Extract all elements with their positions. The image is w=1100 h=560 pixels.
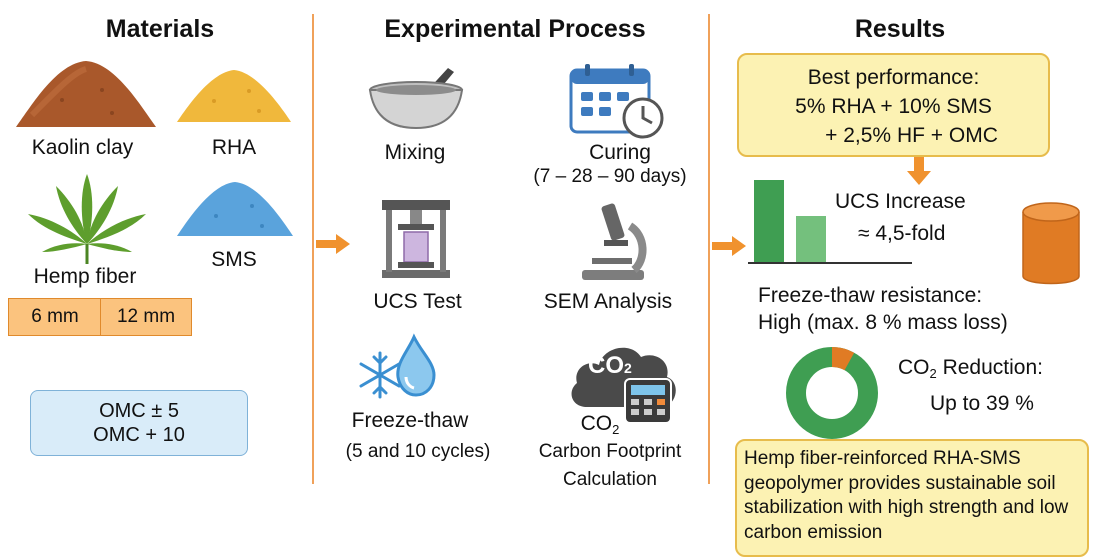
co2-reduction-value: Up to 39 % xyxy=(930,392,1034,415)
calendar-clock-icon xyxy=(569,64,664,139)
freeze-thaw-resistance-line1: Freeze-thaw resistance: xyxy=(758,284,983,307)
co2-cloud-text: CO2 xyxy=(588,352,632,380)
fiber-length-12mm: 12 mm xyxy=(100,298,192,336)
freeze-thaw-resistance-line2: High (max. 8 % mass loss) xyxy=(758,311,1008,334)
best-line-1: Best performance: xyxy=(807,66,980,89)
co2-label-main: CO xyxy=(580,412,613,435)
results-title: Results xyxy=(854,15,946,43)
mortar-bowl-icon xyxy=(368,68,464,130)
compression-press-icon xyxy=(382,200,450,278)
freeze-cycles-label: (5 and 10 cycles) xyxy=(345,441,491,462)
co2-cloud-main: CO xyxy=(588,352,624,379)
donut-reduced-slice xyxy=(831,347,855,371)
best-line-2: 5% RHA + 10% SMS xyxy=(795,95,992,118)
ucs-increase-value: ≈ 4,5-fold xyxy=(858,222,946,245)
sms-label: SMS xyxy=(211,248,257,271)
fiber-length-6mm: 6 mm xyxy=(8,298,102,336)
materials-title: Materials xyxy=(105,15,215,43)
rha-pile-icon xyxy=(177,70,291,122)
process-title: Experimental Process xyxy=(384,15,646,43)
co2-reduction-sub: 2 xyxy=(929,366,937,381)
ucs-bar-chart xyxy=(748,180,912,264)
co2-label-sub: 2 xyxy=(612,422,620,437)
microscope-icon xyxy=(582,203,647,280)
co2-reduction-label: CO2 Reduction: xyxy=(898,356,1043,381)
kaolin-label: Kaolin clay xyxy=(31,136,134,159)
rha-label: RHA xyxy=(211,136,257,159)
freeze-thaw-label: Freeze-thaw xyxy=(351,409,469,432)
ucs-test-label: UCS Test xyxy=(373,290,462,313)
ucs-bar-tall xyxy=(754,180,784,262)
ucs-increase-label: UCS Increase xyxy=(835,190,966,213)
co2-cloud-icon xyxy=(571,347,676,424)
arrow-down-icon xyxy=(907,157,931,185)
omc-line-2: OMC + 10 xyxy=(93,424,185,446)
snowflake-drop-icon xyxy=(359,333,436,399)
curing-days-label: (7 – 28 – 90 days) xyxy=(533,166,687,187)
co2-reduction-prefix: CO xyxy=(898,356,930,379)
ucs-bar-short xyxy=(796,216,826,262)
kaolin-pile-icon xyxy=(16,61,156,127)
divider-right xyxy=(708,14,710,484)
cylinder-sample-icon xyxy=(1022,202,1080,285)
sms-pile-icon xyxy=(177,182,293,236)
carbon-footprint-line1: Carbon Footprint xyxy=(538,441,682,462)
co2-label: CO2 xyxy=(570,412,630,437)
best-performance-box: Best performance: 5% RHA + 10% SMS + 2,5… xyxy=(737,53,1050,157)
summary-box: Hemp fiber-reinforced RHA-SMS geopolymer… xyxy=(735,439,1089,557)
arrow-right-icon xyxy=(712,236,746,256)
best-line-3: + 2,5% HF + OMC xyxy=(825,124,998,147)
curing-label: Curing xyxy=(589,141,651,164)
co2-reduction-suffix: Reduction: xyxy=(936,356,1043,379)
hemp-leaf-icon xyxy=(28,174,146,264)
co2-cloud-sub: 2 xyxy=(624,360,632,376)
mixing-label: Mixing xyxy=(384,141,446,164)
carbon-footprint-line2: Calculation xyxy=(563,469,657,490)
arrow-right-icon xyxy=(316,234,350,254)
omc-line-1: OMC ± 5 xyxy=(99,400,179,422)
hemp-label: Hemp fiber xyxy=(33,265,137,288)
omc-box: OMC ± 5 OMC + 10 xyxy=(30,390,248,456)
co2-reduction-donut xyxy=(786,347,878,439)
sem-label: SEM Analysis xyxy=(543,290,673,313)
divider-left xyxy=(312,14,314,484)
